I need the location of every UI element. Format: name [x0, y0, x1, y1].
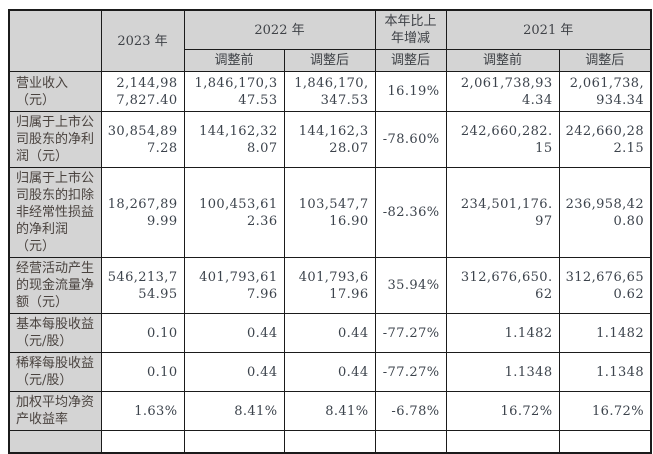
cell-2022-post: 103,547,716.90 [283, 167, 376, 258]
cell-2021-post: 312,676,650.62 [558, 257, 652, 314]
row-label: 经营活动产生的现金流量净额（元） [8, 257, 102, 314]
cell-2022-pre: 0.44 [183, 313, 285, 353]
header-change-post-adjust: 调整后 [374, 49, 447, 72]
table-row-weighted-avg-roe: 加权平均净资产收益率 1.63% 8.41% 8.41% -6.78% 16.7… [8, 391, 652, 431]
cell-2023: 1.63% [100, 391, 185, 431]
cell-2021-pre: 1.1482 [445, 313, 560, 353]
table-row-revenue: 营业收入（元） 2,144,987,827.40 1,846,170,347.5… [8, 71, 652, 112]
cell-2022-post: 0.44 [283, 352, 376, 392]
table-row-net-profit-excl-nonrecurring: 归属于上市公司股东的扣除非经常性损益的净利润（元） 18,267,899.99 … [8, 167, 652, 258]
cell-change: -77.27% [374, 352, 447, 392]
row-label: 稀释每股收益（元/股） [8, 352, 102, 392]
row-label: 归属于上市公司股东的扣除非经常性损益的净利润（元） [8, 167, 102, 258]
cell-2021-post: 2,061,738,934.34 [558, 71, 652, 112]
cell-2021-post: 1.1348 [558, 352, 652, 392]
cell-change: 16.19% [374, 71, 447, 112]
row-label: 营业收入（元） [8, 71, 102, 112]
table-row-net-profit: 归属于上市公司股东的净利润（元） 30,854,897.28 144,162,3… [8, 111, 652, 168]
cell-2023: 30,854,897.28 [100, 111, 185, 168]
cell-2022-pre: 144,162,328.07 [183, 111, 285, 168]
cell-2022-post: 0.44 [283, 313, 376, 353]
cell-2021-post: 1.1482 [558, 313, 652, 353]
cell-2022-pre: 8.41% [183, 391, 285, 431]
cell-change: -6.78% [374, 391, 447, 431]
cell-change: -82.36% [374, 167, 447, 258]
header-row-adjust: 调整前 调整后 调整后 调整前 调整后 [9, 49, 652, 72]
cell-2022-pre: 401,793,617.96 [183, 257, 285, 314]
table-row-basic-eps: 基本每股收益（元/股） 0.10 0.44 0.44 -77.27% 1.148… [8, 313, 652, 353]
cell-2021-pre: 2,061,738,934.34 [445, 71, 560, 112]
cell-change: 35.94% [374, 257, 447, 314]
cell-2021-post: 236,958,420.80 [558, 167, 652, 258]
cell-2023: 546,213,754.95 [100, 257, 185, 314]
cell-2023: 0.10 [100, 352, 185, 392]
header-2021: 2021 年 [445, 9, 652, 50]
table-row-diluted-eps: 稀释每股收益（元/股） 0.10 0.44 0.44 -77.27% 1.134… [8, 352, 652, 392]
cell-2021-pre: 16.72% [445, 391, 560, 431]
header-2021-pre-adjust: 调整前 [445, 49, 560, 72]
cell-2021-pre: 312,676,650.62 [445, 257, 560, 314]
table-row-operating-cash-flow: 经营活动产生的现金流量净额（元） 546,213,754.95 401,793,… [8, 257, 652, 314]
header-2022-pre-adjust: 调整前 [183, 49, 285, 72]
table-row-partial-clipped [8, 430, 652, 453]
cell-2022-pre: 1,846,170,347.53 [183, 71, 285, 112]
header-blank-cell [8, 9, 102, 72]
cell-2022-pre: 0.44 [183, 352, 285, 392]
header-2022: 2022 年 [183, 9, 376, 50]
cell-2023: 0.10 [100, 313, 185, 353]
cell-2021-pre: 242,660,282.15 [445, 111, 560, 168]
financial-summary-table: 2023 年 2022 年 本年比上年增减 2021 年 调整前 调整后 调整后… [8, 9, 652, 454]
cell-2023: 2,144,987,827.40 [100, 71, 185, 112]
header-2021-post-adjust: 调整后 [558, 49, 652, 72]
row-label [8, 430, 102, 453]
cell-2023: 18,267,899.99 [100, 167, 185, 258]
cell-2022-post: 1,846,170,347.53 [283, 71, 376, 112]
header-row-years: 2023 年 2022 年 本年比上年增减 2021 年 [8, 9, 652, 72]
financial-summary-table-wrap: 2023 年 2022 年 本年比上年增减 2021 年 调整前 调整后 调整后… [8, 9, 652, 454]
cell-change: -77.27% [374, 313, 447, 353]
cell-2022-post: 144,162,328.07 [283, 111, 376, 168]
header-2022-post-adjust: 调整后 [283, 49, 376, 72]
cell-2022-pre: 100,453,612.36 [183, 167, 285, 258]
cell-2021-pre: 234,501,176.97 [445, 167, 560, 258]
cell-2021-post: 242,660,282.15 [558, 111, 652, 168]
cell-change: -78.60% [374, 111, 447, 168]
cell-2021-post: 16.72% [558, 391, 652, 431]
cell-2022-post: 8.41% [283, 391, 376, 431]
cell-2021-pre: 1.1348 [445, 352, 560, 392]
row-label: 归属于上市公司股东的净利润（元） [8, 111, 102, 168]
row-label: 加权平均净资产收益率 [8, 391, 102, 431]
header-2023: 2023 年 [100, 9, 185, 72]
header-change: 本年比上年增减 [374, 9, 447, 50]
cell-2022-post: 401,793,617.96 [283, 257, 376, 314]
row-label: 基本每股收益（元/股） [8, 313, 102, 353]
